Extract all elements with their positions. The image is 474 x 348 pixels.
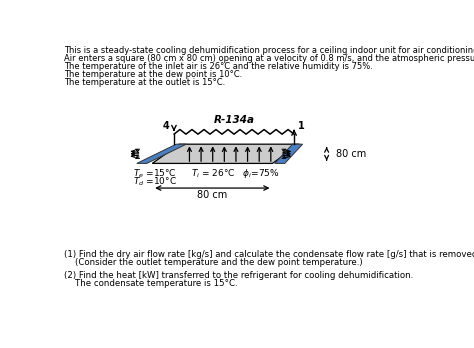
- Polygon shape: [275, 144, 302, 164]
- Text: (Consider the outlet temperature and the dew point temperature.): (Consider the outlet temperature and the…: [64, 258, 363, 267]
- Text: (2) Find the heat [kW] transferred to the refrigerant for cooling dehumidificati: (2) Find the heat [kW] transferred to th…: [64, 271, 413, 280]
- Text: $T_e$ =15°C: $T_e$ =15°C: [133, 167, 177, 180]
- Text: R-134a: R-134a: [213, 115, 255, 125]
- Text: This is a steady-state cooling dehumidification process for a ceiling indoor uni: This is a steady-state cooling dehumidif…: [64, 46, 474, 55]
- Text: Air enters a square (80 cm x 80 cm) opening at a velocity of 0.8 m/s, and the at: Air enters a square (80 cm x 80 cm) open…: [64, 54, 474, 63]
- Text: $T_i$ = 26°C   $\phi_i$=75%: $T_i$ = 26°C $\phi_i$=75%: [191, 167, 280, 180]
- Text: 4: 4: [163, 121, 169, 132]
- Polygon shape: [152, 144, 300, 164]
- Text: The temperature at the dew point is 10°C.: The temperature at the dew point is 10°C…: [64, 70, 242, 79]
- Text: The condensate temperature is 15°C.: The condensate temperature is 15°C.: [64, 279, 237, 288]
- Text: 1: 1: [298, 121, 305, 132]
- Polygon shape: [137, 144, 186, 164]
- Text: $T_d$ =10°C: $T_d$ =10°C: [133, 176, 177, 188]
- Text: 80 cm: 80 cm: [336, 149, 366, 159]
- Text: 80 cm: 80 cm: [197, 190, 228, 200]
- Text: The temperature at the outlet is 15°C.: The temperature at the outlet is 15°C.: [64, 78, 225, 87]
- Text: (1) Find the dry air flow rate [kg/s] and calculate the condensate flow rate [g/: (1) Find the dry air flow rate [kg/s] an…: [64, 250, 474, 259]
- Text: The temperature of the inlet air is 26°C and the relative humidity is 75%.: The temperature of the inlet air is 26°C…: [64, 62, 373, 71]
